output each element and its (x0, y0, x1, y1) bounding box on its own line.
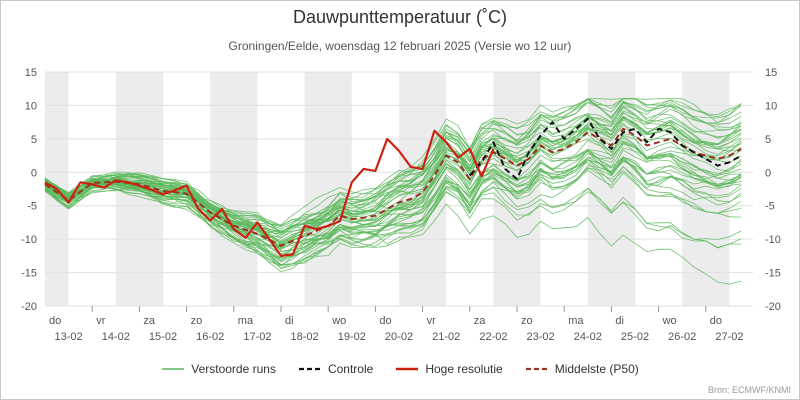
x-day-label: zo (521, 315, 533, 327)
y-tick-label-left: -5 (27, 201, 37, 213)
day-band (682, 72, 730, 306)
x-date-label: 27-02 (715, 331, 743, 343)
ensemble-run-line (44, 185, 742, 285)
ensemble-runs (44, 98, 742, 285)
ensemble-run-line (44, 141, 742, 254)
legend-label-ensemble: Verstoorde runs (191, 362, 276, 376)
median-line (44, 127, 742, 247)
ensemble-run-line (44, 122, 742, 233)
legend-item-median[interactable]: Middelste (P50) (525, 362, 639, 376)
ensemble-run-line (44, 165, 742, 248)
x-date-label: 19-02 (338, 331, 366, 343)
legend-item-hres[interactable]: Hoge resolutie (395, 362, 503, 376)
y-tick-label-left: -15 (21, 268, 37, 280)
x-date-label: 16-02 (196, 331, 224, 343)
x-day-label: vr (96, 315, 106, 327)
x-day-label: do (710, 315, 722, 327)
y-tick-label-left: -10 (21, 234, 37, 246)
axis-labels: -20 -20 -15 -15 -10 -10 -5 -5 0 0 5 5 10 10 15 15 do 13-0… (21, 67, 781, 343)
y-tick-label-left: 5 (31, 134, 37, 146)
x-date-label: 17-02 (243, 331, 271, 343)
chart-subtitle: Groningen/Eelde, woensdag 12 februari 20… (228, 39, 572, 53)
ensemble-run-line (44, 149, 742, 247)
source-credit: Bron: ECMWF/KNMI (707, 385, 791, 395)
legend: Verstoorde runs Controle Hoge resolutie … (1, 362, 799, 376)
grid-lines (45, 71, 753, 307)
legend-swatch-control (298, 367, 321, 371)
y-tick-label-right: -5 (765, 201, 775, 213)
control-line (469, 117, 742, 180)
y-tick-label-right: -15 (765, 268, 781, 280)
legend-label-control: Controle (327, 362, 374, 376)
x-day-label: do (49, 315, 61, 327)
y-tick-label-right: 5 (765, 134, 771, 146)
ensemble-run-line (44, 117, 742, 248)
legend-swatch-median (525, 367, 548, 371)
x-day-label: di (615, 315, 624, 327)
y-tick-label-left: 0 (31, 167, 37, 179)
day-band (587, 72, 635, 306)
x-date-label: 15-02 (149, 331, 177, 343)
ensemble-run-line (44, 159, 742, 253)
x-day-label: vr (427, 315, 437, 327)
chart-title: Dauwpunttemperatuur (˚C) (292, 7, 508, 27)
legend-item-control[interactable]: Controle (298, 362, 373, 376)
y-tick-label-right: 15 (765, 67, 777, 79)
x-day-label: ma (238, 315, 254, 327)
x-day-label: di (285, 315, 294, 327)
x-day-label: za (143, 315, 156, 327)
y-tick-label-left: 15 (25, 67, 37, 79)
x-day-label: ma (568, 315, 584, 327)
x-date-label: 23-02 (527, 331, 555, 343)
y-tick-label-left: 10 (25, 100, 37, 112)
main-series (44, 117, 742, 257)
x-date-label: 14-02 (102, 331, 130, 343)
y-tick-label-right: -20 (765, 301, 781, 313)
x-date-label: 13-02 (55, 331, 83, 343)
legend-swatch-hres (396, 367, 419, 371)
x-date-label: 21-02 (432, 331, 460, 343)
legend-label-hres: Hoge resolutie (425, 362, 503, 376)
legend-item-ensemble[interactable]: Verstoorde runs (161, 362, 276, 376)
x-day-label: zo (191, 315, 203, 327)
x-date-label: 26-02 (668, 331, 696, 343)
ensemble-run-line (44, 116, 742, 233)
legend-label-median: Middelste (P50) (554, 362, 639, 376)
x-day-label: do (379, 315, 391, 327)
x-date-label: 22-02 (479, 331, 507, 343)
x-date-label: 20-02 (385, 331, 413, 343)
y-tick-label-right: 10 (765, 100, 777, 112)
x-date-label: 18-02 (291, 331, 319, 343)
y-tick-label-right: 0 (765, 167, 771, 179)
day-band (210, 72, 258, 306)
ensemble-run-line (44, 108, 742, 232)
y-tick-label-right: -10 (765, 234, 781, 246)
hres-line (44, 129, 495, 257)
x-day-label: wo (662, 315, 677, 327)
y-tick-label-left: -20 (21, 301, 37, 313)
x-day-label: wo (331, 315, 346, 327)
x-day-label: za (474, 315, 487, 327)
x-date-label: 25-02 (621, 331, 649, 343)
x-date-label: 24-02 (574, 331, 602, 343)
ensemble-run-line (44, 156, 742, 269)
legend-swatch-ensemble (162, 368, 185, 370)
ensemble-run-line (44, 119, 742, 234)
ensemble-run-line (44, 156, 742, 273)
